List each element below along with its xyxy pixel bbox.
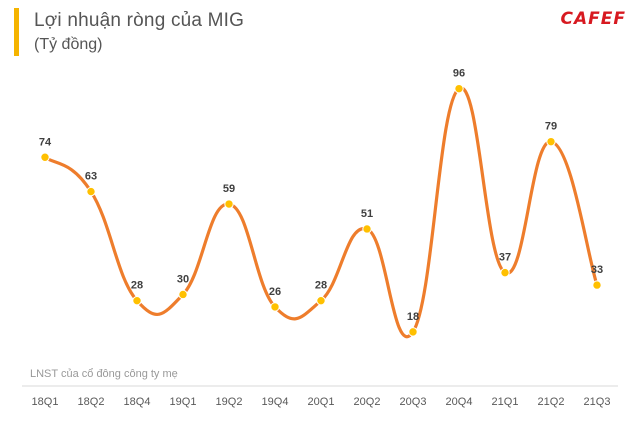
x-tick-label: 21Q3 xyxy=(584,396,611,408)
x-tick-label: 20Q1 xyxy=(308,396,335,408)
x-tick-label: 19Q2 xyxy=(216,396,243,408)
data-label: 30 xyxy=(177,273,189,285)
data-label: 59 xyxy=(223,183,235,195)
data-label: 96 xyxy=(453,68,465,80)
title-accent-bar xyxy=(14,8,19,56)
x-tick-label: 20Q3 xyxy=(400,396,427,408)
data-label: 33 xyxy=(591,264,603,276)
x-tick-label: 19Q4 xyxy=(262,396,289,408)
x-tick-label: 18Q4 xyxy=(124,396,151,408)
data-point xyxy=(408,327,418,337)
data-label: 28 xyxy=(131,280,143,292)
data-point xyxy=(40,152,50,162)
data-label: 28 xyxy=(315,280,327,292)
chart-subtitle: (Tỷ đồng) xyxy=(34,36,103,53)
data-point xyxy=(316,295,326,306)
data-point xyxy=(592,280,602,290)
data-point xyxy=(454,83,464,94)
x-tick-label: 20Q2 xyxy=(354,396,381,408)
x-tick-label: 19Q1 xyxy=(170,396,197,408)
data-label: 37 xyxy=(499,252,511,264)
chart-title: Lợi nhuận ròng của MIG xyxy=(34,10,245,31)
data-label: 26 xyxy=(269,286,281,298)
cafef-logo: CAFEF xyxy=(560,9,626,29)
data-label: 79 xyxy=(545,121,557,133)
data-point xyxy=(362,224,372,234)
x-tick-label: 20Q4 xyxy=(446,396,473,408)
data-point xyxy=(546,136,556,147)
data-label: 18 xyxy=(407,311,419,323)
series-line xyxy=(44,86,599,338)
x-tick-label: 18Q2 xyxy=(78,396,105,408)
data-point xyxy=(178,289,188,300)
data-label: 63 xyxy=(85,171,97,183)
x-tick-label: 18Q1 xyxy=(32,396,59,408)
data-point xyxy=(500,267,510,278)
data-point xyxy=(86,186,96,197)
data-point xyxy=(132,295,142,306)
x-tick-label: 21Q2 xyxy=(538,396,565,408)
x-tick-label: 21Q1 xyxy=(492,396,519,408)
data-point xyxy=(224,199,234,209)
data-label: 51 xyxy=(361,208,373,220)
data-point xyxy=(270,302,280,312)
chart-footnote: LNST của cổ đông công ty mẹ xyxy=(30,368,178,380)
data-label: 74 xyxy=(39,136,52,148)
